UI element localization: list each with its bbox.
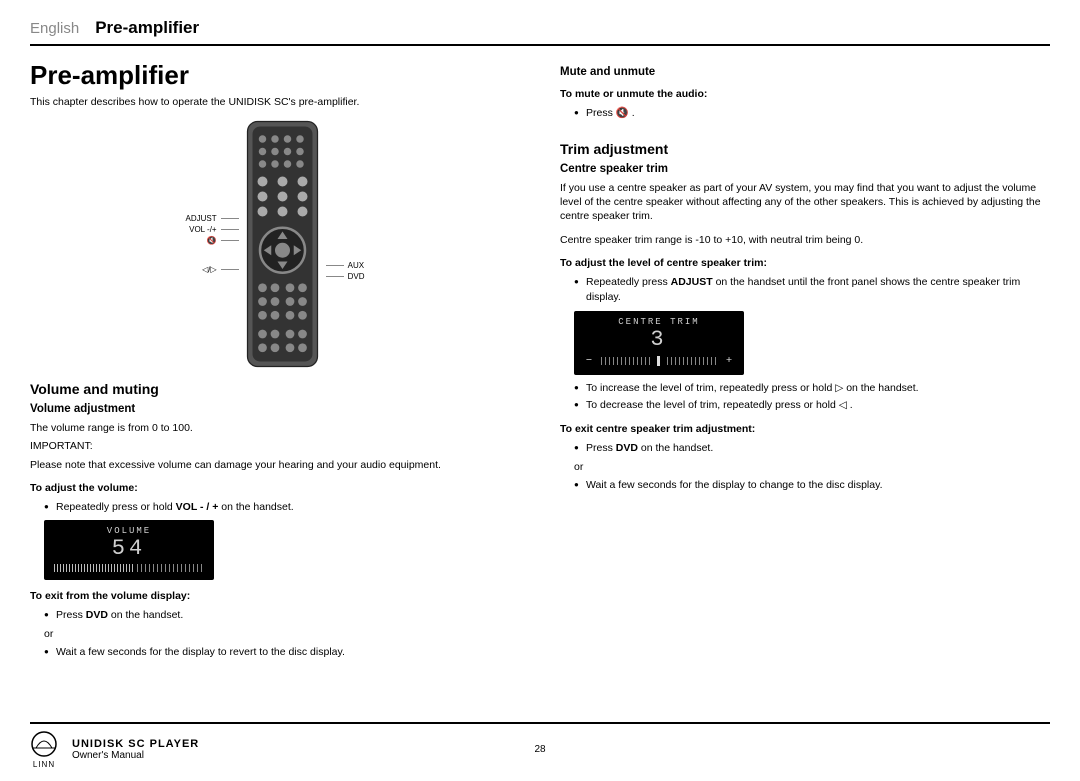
header-language: English — [30, 20, 79, 37]
centre-trim-desc: If you use a centre speaker as part of y… — [560, 181, 1050, 224]
heading-to-adjust-centre: To adjust the level of centre speaker tr… — [560, 257, 1050, 269]
decrease-trim-step: To decrease the level of trim, repeatedl… — [574, 398, 1050, 413]
heading-volume-muting: Volume and muting — [30, 381, 520, 397]
remote-icon — [245, 119, 320, 369]
volume-display-label: VOLUME — [54, 526, 204, 536]
footer-subtitle: Owner's Manual — [72, 750, 199, 761]
heading-trim-adjustment: Trim adjustment — [560, 141, 1050, 157]
exit-volume-step-2: Wait a few seconds for the display to re… — [44, 645, 520, 660]
heading-mute-unmute: Mute and unmute — [560, 66, 1050, 78]
volume-display-value: 54 — [54, 538, 204, 560]
heading-to-adjust-volume: To adjust the volume: — [30, 482, 520, 494]
page-header: English Pre-amplifier — [30, 18, 1050, 46]
volume-range-text: The volume range is from 0 to 100. — [30, 421, 520, 435]
trim-display-value: 3 — [584, 329, 734, 351]
increase-trim-step: To increase the level of trim, repeatedl… — [574, 381, 1050, 396]
brand-name: LINN — [33, 760, 55, 769]
left-column: Pre-amplifier This chapter describes how… — [30, 60, 520, 664]
remote-labels-right: AUX DVD — [326, 206, 365, 282]
page-content: Pre-amplifier This chapter describes how… — [0, 46, 1080, 664]
important-label: IMPORTANT: — [30, 439, 520, 453]
volume-display-panel: VOLUME 54 — [44, 520, 214, 580]
footer-text: UNIDISK SC PLAYER Owner's Manual — [72, 738, 199, 761]
heading-volume-adjustment: Volume adjustment — [30, 403, 520, 415]
heading-to-exit-centre: To exit centre speaker trim adjustment: — [560, 423, 1050, 435]
adjust-volume-step: Repeatedly press or hold VOL - / + on th… — [44, 500, 520, 515]
exit-centre-step-2: Wait a few seconds for the display to ch… — [574, 478, 1050, 493]
heading-to-mute: To mute or unmute the audio: — [560, 88, 1050, 100]
heading-centre-trim: Centre speaker trim — [560, 163, 1050, 175]
adjust-centre-step: Repeatedly press ADJUST on the handset u… — [574, 275, 1050, 304]
brand-logo: LINN — [30, 730, 58, 769]
chapter-description: This chapter describes how to operate th… — [30, 95, 520, 109]
page-footer: LINN UNIDISK SC PLAYER Owner's Manual 28 — [30, 722, 1050, 769]
important-text: Please note that excessive volume can da… — [30, 458, 520, 472]
remote-labels-left: ADJUST VOL -/+ 🔇 ◁/▷ — [185, 213, 238, 276]
exit-volume-step-1: Press DVD on the handset. — [44, 608, 520, 623]
trim-display-label: CENTRE TRIM — [584, 317, 734, 327]
chapter-title: Pre-amplifier — [30, 60, 520, 91]
or-text-right: or — [574, 460, 1050, 474]
mute-step: Press 🔇 . — [574, 106, 1050, 121]
right-column: Mute and unmute To mute or unmute the au… — [560, 60, 1050, 664]
heading-to-exit-volume: To exit from the volume display: — [30, 590, 520, 602]
footer-product: UNIDISK SC PLAYER — [72, 738, 199, 750]
linn-logo-icon — [30, 730, 58, 758]
header-section-title: Pre-amplifier — [95, 18, 199, 38]
or-text: or — [44, 627, 520, 641]
exit-centre-step-1: Press DVD on the handset. — [574, 441, 1050, 456]
remote-illustration: ADJUST VOL -/+ 🔇 ◁/▷ — [30, 119, 520, 369]
trim-display-panel: CENTRE TRIM 3 − + — [574, 311, 744, 375]
centre-trim-range: Centre speaker trim range is -10 to +10,… — [560, 233, 1050, 247]
page-number: 28 — [534, 744, 545, 755]
